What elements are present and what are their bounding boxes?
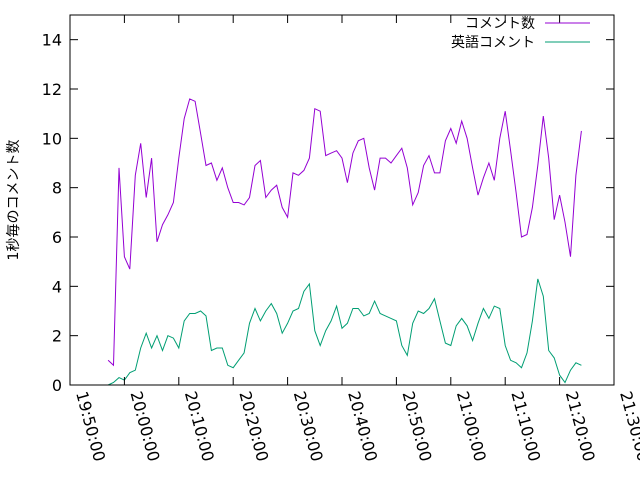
x-tick-label: 20:00:00 (127, 389, 164, 463)
x-tick-label: 20:40:00 (344, 389, 381, 463)
y-axis-label: 1秒毎のコメント数 (6, 140, 22, 261)
x-tick-label: 20:30:00 (290, 389, 327, 463)
series-line-2 (107, 278, 582, 386)
y-tick-label: 2 (52, 327, 62, 346)
x-tick-label: 20:50:00 (399, 389, 436, 463)
y-tick-label: 14 (42, 31, 62, 50)
x-tick-label: 20:10:00 (181, 389, 218, 463)
series-layer (107, 98, 582, 386)
plot-border (69, 14, 615, 386)
legend-label-1: コメント数 (465, 16, 535, 32)
axes-layer (69, 14, 615, 386)
x-tick-label: 21:10:00 (507, 389, 544, 463)
y-tick-label: 12 (42, 80, 62, 99)
y-tick-label: 6 (52, 228, 62, 247)
x-tick-label: 21:20:00 (562, 389, 599, 463)
y-tick-label: 10 (42, 129, 62, 148)
x-tick-label: 20:20:00 (235, 389, 272, 463)
y-tick-label: 8 (52, 179, 62, 198)
series-line-1 (107, 98, 582, 367)
x-tick-label: 21:30:00 (616, 389, 640, 463)
legend-label-2: 英語コメント (451, 34, 535, 51)
y-tick-label: 0 (52, 376, 62, 395)
x-tick-label: 21:00:00 (453, 389, 490, 463)
x-tick-label: 19:50:00 (72, 389, 109, 463)
y-tick-label: 4 (52, 277, 62, 296)
